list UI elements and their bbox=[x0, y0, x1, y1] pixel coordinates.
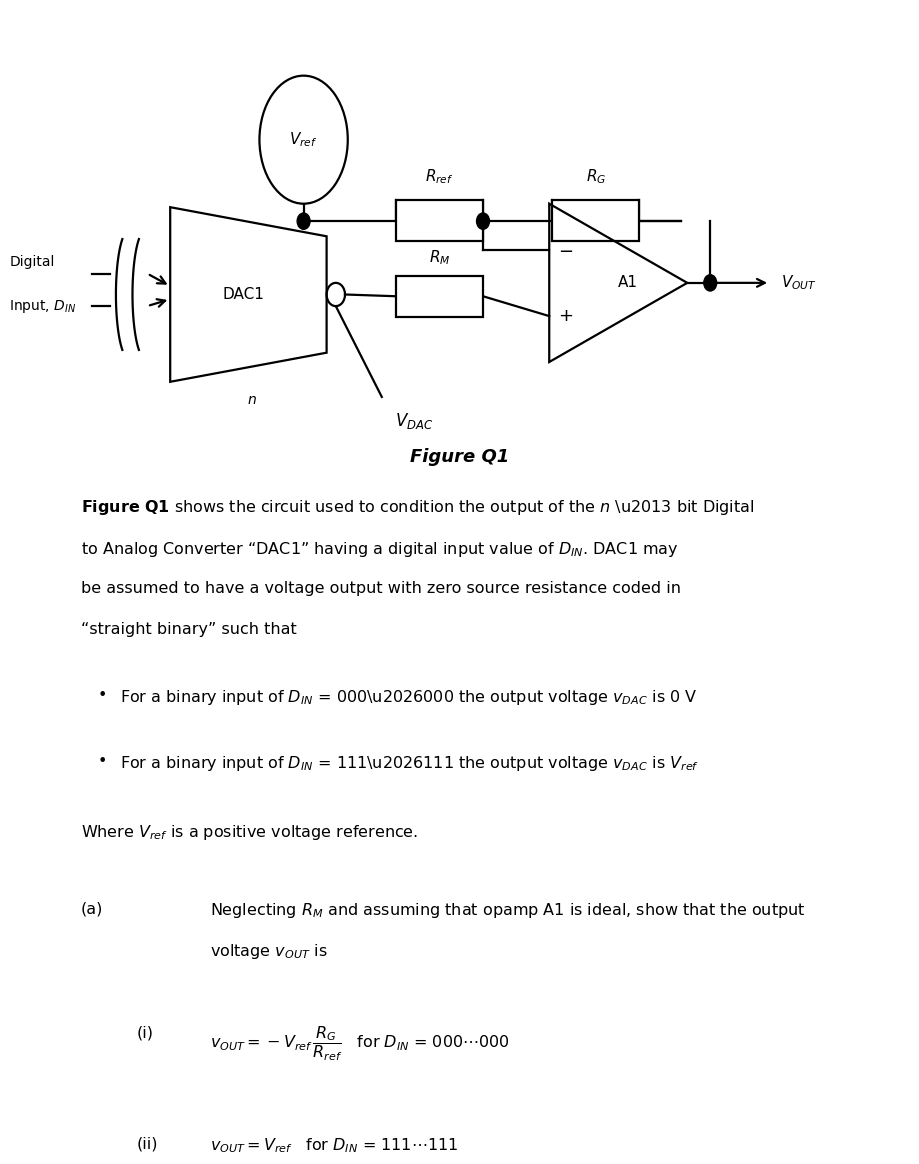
Text: (a): (a) bbox=[81, 901, 103, 916]
Text: $n$: $n$ bbox=[246, 393, 256, 407]
Text: •: • bbox=[97, 754, 107, 769]
Text: “straight binary” such that: “straight binary” such that bbox=[81, 622, 297, 637]
Text: DAC1: DAC1 bbox=[222, 288, 265, 301]
Text: $V_{DAC}$: $V_{DAC}$ bbox=[394, 411, 433, 431]
Text: $-$: $-$ bbox=[558, 241, 573, 258]
Text: Figure Q1: Figure Q1 bbox=[410, 448, 509, 466]
Text: Neglecting $R_M$ and assuming that opamp A1 is ideal, show that the output: Neglecting $R_M$ and assuming that opamp… bbox=[210, 901, 804, 920]
Text: (i): (i) bbox=[136, 1025, 153, 1041]
Text: $R_{ref}$: $R_{ref}$ bbox=[425, 168, 453, 186]
Bar bbox=[551, 200, 639, 241]
Text: to Analog Converter “DAC1” having a digital input value of $D_{IN}$. DAC1 may: to Analog Converter “DAC1” having a digi… bbox=[81, 540, 678, 559]
Text: For a binary input of $D_{IN}$ = 111\u2026111 the output voltage $v_{DAC}$ is $V: For a binary input of $D_{IN}$ = 111\u20… bbox=[119, 754, 698, 773]
Text: $v_{OUT} = -V_{ref}\,\dfrac{R_G}{R_{ref}}$   for $D_{IN}$ = 000$\cdots$000: $v_{OUT} = -V_{ref}\,\dfrac{R_G}{R_{ref}… bbox=[210, 1025, 509, 1064]
Ellipse shape bbox=[259, 76, 347, 204]
Text: Where $V_{ref}$ is a positive voltage reference.: Where $V_{ref}$ is a positive voltage re… bbox=[81, 823, 417, 842]
Text: (ii): (ii) bbox=[136, 1136, 157, 1151]
Text: be assumed to have a voltage output with zero source resistance coded in: be assumed to have a voltage output with… bbox=[81, 581, 680, 596]
Text: •: • bbox=[97, 688, 107, 703]
Text: $+$: $+$ bbox=[558, 307, 573, 325]
Circle shape bbox=[703, 275, 716, 291]
Bar bbox=[395, 276, 482, 317]
Text: For a binary input of $D_{IN}$ = 000\u2026000 the output voltage $v_{DAC}$ is 0 : For a binary input of $D_{IN}$ = 000\u20… bbox=[119, 688, 697, 708]
Text: $V_{ref}$: $V_{ref}$ bbox=[289, 130, 317, 149]
Text: $V_{OUT}$: $V_{OUT}$ bbox=[780, 274, 816, 292]
Circle shape bbox=[476, 213, 489, 229]
Text: Input, $D_{IN}$: Input, $D_{IN}$ bbox=[9, 298, 76, 314]
Text: Digital: Digital bbox=[9, 255, 54, 269]
Circle shape bbox=[297, 213, 310, 229]
Text: voltage $v_{OUT}$ is: voltage $v_{OUT}$ is bbox=[210, 943, 327, 961]
Text: $R_G$: $R_G$ bbox=[584, 168, 606, 186]
Text: $v_{OUT} = V_{ref}$   for $D_{IN}$ = 111$\cdots$111: $v_{OUT} = V_{ref}$ for $D_{IN}$ = 111$\… bbox=[210, 1136, 458, 1156]
Text: $\mathbf{Figure\ Q1}$ shows the circuit used to condition the output of the $n$ : $\mathbf{Figure\ Q1}$ shows the circuit … bbox=[81, 498, 754, 517]
Bar bbox=[395, 200, 482, 241]
Text: A1: A1 bbox=[617, 276, 637, 290]
Text: $R_M$: $R_M$ bbox=[428, 248, 449, 267]
